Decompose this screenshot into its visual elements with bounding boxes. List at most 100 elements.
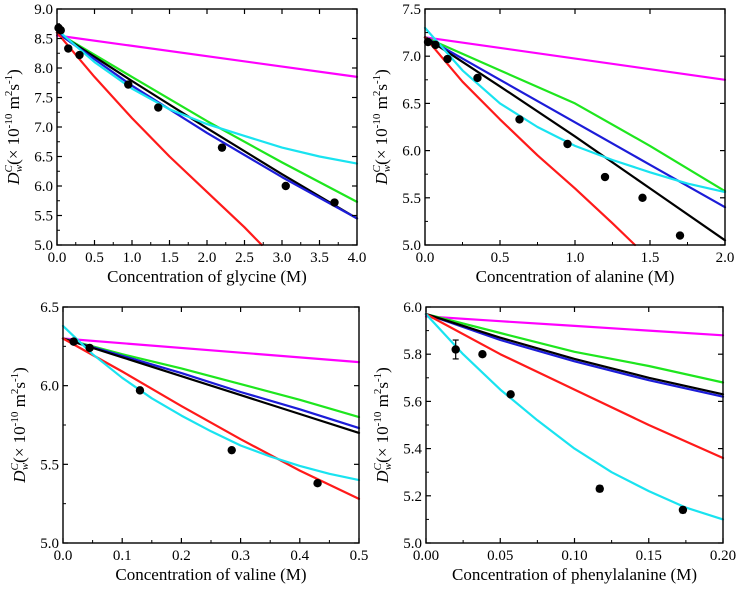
data-point: [451, 345, 460, 354]
plot-frame: [425, 306, 724, 544]
series-line-black: [424, 313, 725, 396]
data-point: [313, 479, 322, 488]
y-tick-label: 9.0: [34, 2, 53, 18]
panel-phenylalanine: 0.00 0.05 0.10 0.15 0.20 5.0 5.2 5.4 5.6 5.8 6.0 Co…: [372, 300, 736, 584]
data-point: [506, 390, 515, 399]
series-line-blue: [61, 337, 361, 430]
data-point: [515, 115, 524, 124]
data-point: [135, 386, 145, 395]
y-tick-label: 5.6: [403, 394, 422, 410]
x-tick-label: 0.05: [487, 548, 513, 564]
data-point: [600, 172, 610, 182]
y-tick-label: 7.5: [402, 2, 421, 18]
series-line-cyan: [424, 313, 725, 521]
x-tick-label: 0.1: [113, 548, 132, 564]
data-point: [431, 40, 440, 50]
data-point: [595, 484, 604, 493]
y-tick-label: 6.0: [34, 179, 53, 195]
y-tick-label: 7.0: [34, 120, 53, 136]
y-tick-label: 5.0: [402, 238, 421, 254]
y-tick-label: 5.8: [403, 347, 422, 363]
series-line-red: [61, 337, 361, 500]
data-point: [281, 181, 290, 191]
series-line-green: [423, 36, 727, 193]
data-point: [75, 50, 84, 60]
y-tick-label: 8.5: [34, 32, 53, 48]
x-tick-label: 2.0: [716, 250, 735, 266]
y-tick-label: 5.0: [403, 536, 422, 552]
data-point: [217, 143, 227, 152]
x-axis-title: Concentration of glycine (M): [107, 267, 307, 286]
y-tick-label: 5.0: [34, 238, 53, 254]
data-point: [563, 139, 572, 149]
panel-alanine: 0.0 0.5 1.0 1.5 2.0 5.0 5.5 6.0 6.5 7.0 7.5 Concent…: [371, 2, 734, 286]
y-tick-label: 8.0: [34, 61, 53, 77]
x-tick-label: 0.15: [636, 548, 662, 564]
y-axis-title: DCw(× 10-10 m2s-1): [372, 367, 394, 484]
series-line-red: [424, 313, 725, 460]
x-tick-label: 0.0: [48, 250, 67, 266]
y-tick-label: 6.0: [402, 144, 421, 160]
x-axis-title: Concentration of phenylalanine (M): [452, 565, 697, 584]
x-tick-label: 2.5: [235, 250, 254, 266]
x-tick-label: 0.0: [54, 548, 73, 564]
y-tick-label: 6.0: [403, 300, 422, 316]
series-line-magenta: [424, 315, 725, 337]
y-tick-label: 5.0: [40, 536, 59, 552]
data-point: [678, 505, 688, 515]
series-line-cyan: [55, 28, 359, 165]
panel-glycine: 0.0 0.5 1.0 1.5 2.0 2.5 3.0 3.5 4.0 5.0 5.5 6.0 6.5 7…: [3, 2, 366, 286]
y-tick-label: 6.5: [402, 96, 421, 112]
series-line-blue: [55, 31, 359, 220]
x-tick-label: 0.0: [416, 250, 435, 266]
data-point: [423, 37, 433, 47]
series-line-red: [423, 36, 637, 247]
y-tick-label: 7.5: [34, 91, 53, 107]
x-tick-label: 0.20: [710, 548, 736, 564]
series-line-green: [424, 313, 725, 384]
data-point: [64, 44, 73, 53]
data-point: [443, 54, 452, 64]
x-axis-title: Concentration of alanine (M): [476, 267, 675, 286]
x-tick-label: 1.5: [641, 250, 660, 266]
series-line-blue: [424, 313, 725, 398]
data-point: [478, 350, 487, 359]
y-tick-label: 6.5: [40, 300, 59, 316]
y-tick-label: 5.5: [40, 457, 59, 473]
x-tick-label: 0.3: [231, 548, 250, 564]
y-tick-label: 5.4: [403, 442, 422, 458]
y-tick-label: 5.5: [34, 209, 53, 225]
x-tick-label: 0.5: [350, 548, 369, 564]
x-tick-label: 1.5: [160, 250, 179, 266]
series-line-red: [55, 31, 263, 247]
y-axis-title: DCw(× 10-10 m2s-1): [9, 367, 31, 484]
y-tick-label: 6.0: [40, 379, 59, 395]
data-point: [124, 80, 133, 89]
y-tick-label: 6.5: [34, 150, 53, 166]
series-line-black: [55, 31, 359, 220]
data-point: [330, 198, 339, 207]
data-point: [638, 193, 647, 202]
data-point: [473, 73, 482, 83]
x-tick-label: 0.4: [290, 548, 309, 564]
series-line-cyan: [423, 26, 727, 194]
x-tick-label: 1.0: [566, 250, 585, 266]
data-point: [154, 103, 163, 112]
x-tick-label: 1.0: [123, 250, 142, 266]
data-point: [56, 26, 65, 35]
series-line-green: [55, 31, 359, 203]
series-line-cyan: [61, 324, 361, 482]
y-axis-title: DCw(× 10-10 m2s-1): [371, 69, 393, 186]
x-tick-label: 3.0: [273, 250, 292, 266]
x-tick-label: 3.5: [310, 250, 329, 266]
panel-valine: 0.0 0.1 0.2 0.3 0.4 0.5 5.0 5.5 6.0 6.5 Concentrat…: [9, 300, 368, 584]
data-point: [69, 337, 78, 346]
x-tick-label: 0.5: [85, 250, 104, 266]
y-axis-title: DCw(× 10-10 m2s-1): [3, 69, 25, 186]
series-line-magenta: [423, 36, 727, 81]
x-tick-label: 0.5: [491, 250, 510, 266]
x-tick-label: 0.00: [413, 548, 439, 564]
data-point: [227, 445, 236, 455]
series-line-black: [61, 337, 361, 434]
